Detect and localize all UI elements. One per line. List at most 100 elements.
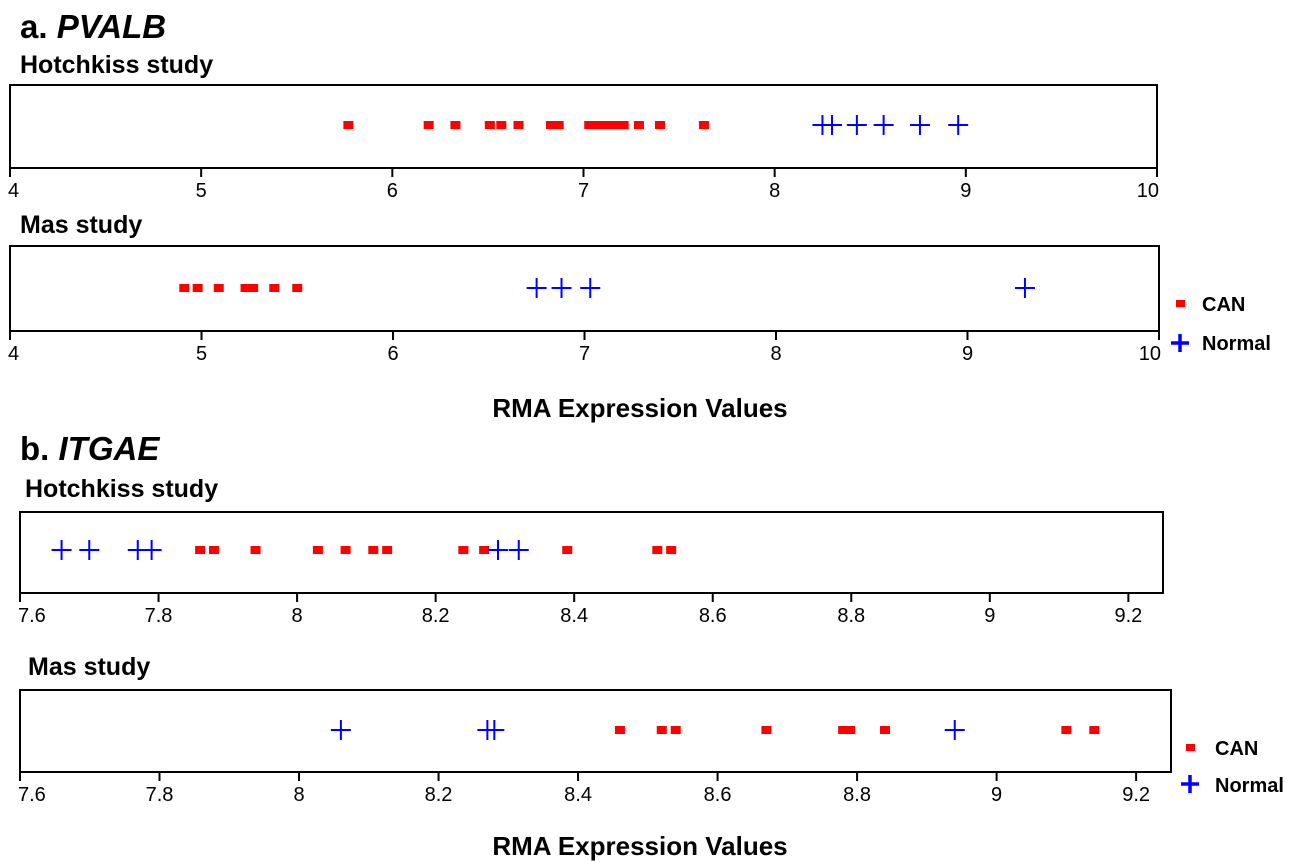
legend-normal-marker [1171,334,1189,352]
x-tick-label: 6 [387,343,398,365]
can-point [761,726,772,734]
can-point [593,121,604,129]
can-point [838,726,849,734]
x-tick-label: 8.2 [425,784,453,806]
can-point [343,121,354,129]
can-point [633,121,644,129]
can-point [698,121,709,129]
x-tick-label: 8 [769,180,780,202]
panel-b-mas: 7.6 7.8 8 8.2 8.4 8.6 8.8 9 9.2 [18,689,1172,806]
legend-b: CAN Normal [1181,738,1284,797]
x-tick-label: 8.2 [422,605,450,627]
x-tick-label: 9.2 [1114,605,1142,627]
panel-a-hotchkiss: 4 5 6 7 8 9 10 [8,84,1159,202]
can-point [382,546,393,554]
plot-frame [9,84,1158,169]
legend-can-label: CAN [1202,294,1245,316]
can-point [496,121,507,129]
x-tick-label: 7.8 [146,784,174,806]
normal-point [580,278,601,298]
can-point [618,121,629,129]
x-tick-label: 6 [387,180,398,202]
x-tick-label: 9 [960,180,971,202]
can-point [1061,726,1072,734]
x-tick-label: 7 [579,343,590,365]
can-point [513,121,524,129]
can-point [601,121,612,129]
can-point [654,121,665,129]
section-a-xlabel: RMA Expression Values [492,393,787,423]
legend-can-label: CAN [1215,738,1258,760]
x-tick-label: 7 [578,180,589,202]
x-tick-label: 7.6 [18,605,46,627]
x-tick-label: 9.2 [1122,784,1150,806]
can-point [584,121,595,129]
x-tick-label: 8 [770,343,781,365]
can-point [250,546,261,554]
x-tick-label: 4 [8,180,19,202]
can-point [458,546,469,554]
section-a-title: a. PVALB [20,8,166,45]
x-tick-label: 8.4 [560,605,588,627]
normal-point [948,115,969,135]
can-point [656,726,667,734]
normal-point [846,115,867,135]
normal-point [822,115,843,135]
x-tick-label: 8 [293,784,304,806]
x-tick-label: 8.8 [843,784,871,806]
x-tick-label: 10 [1137,180,1159,202]
panel-a-mas-title: Mas study [20,211,142,239]
plot-frame [19,689,1172,773]
can-point [450,121,461,129]
can-point [562,546,573,554]
normal-point [526,278,547,298]
x-tick-label: 9 [991,784,1002,806]
can-point [240,284,251,292]
normal-point [508,540,529,560]
normal-point [484,720,505,740]
section-b-gene: ITGAE [59,430,161,467]
x-tick-label: 4 [8,343,19,365]
normal-point [51,540,72,560]
x-tick-label: 10 [1139,343,1161,365]
panel-b-mas-title: Mas study [28,653,150,681]
can-point [553,121,564,129]
can-point [248,284,259,292]
legend-can-marker [1176,300,1185,307]
can-point [208,546,219,554]
can-point [845,726,856,734]
x-tick-label: 5 [196,343,207,365]
x-tick-label: 8.6 [704,784,732,806]
normal-point [487,540,508,560]
x-tick-label: 8.4 [564,784,592,806]
can-point [213,284,224,292]
can-point [312,546,323,554]
section-b-xlabel: RMA Expression Values [492,831,787,861]
panel-b-hotchkiss-title: Hotchkiss study [25,475,218,503]
normal-point [79,540,100,560]
can-point [368,546,379,554]
legend-normal-marker [1181,775,1199,793]
normal-point [551,278,572,298]
section-a-prefix: a. [20,8,57,45]
x-tick-label: 8.6 [699,605,727,627]
normal-point [330,720,351,740]
can-point [614,726,625,734]
section-b-prefix: b. [20,430,59,467]
can-point [1089,726,1100,734]
can-point [192,284,203,292]
plot-frame [19,511,1164,594]
legend-a: CAN Normal [1171,294,1271,355]
can-point [195,546,206,554]
normal-point [944,720,965,740]
can-point [546,121,557,129]
x-tick-label: 8 [292,605,303,627]
normal-point [1014,278,1035,298]
panel-a-mas: 4 5 6 7 8 9 10 [8,245,1161,365]
section-b-title: b. ITGAE [20,430,160,467]
can-point [610,121,621,129]
x-tick-label: 9 [962,343,973,365]
can-point [479,546,490,554]
can-point [879,726,890,734]
